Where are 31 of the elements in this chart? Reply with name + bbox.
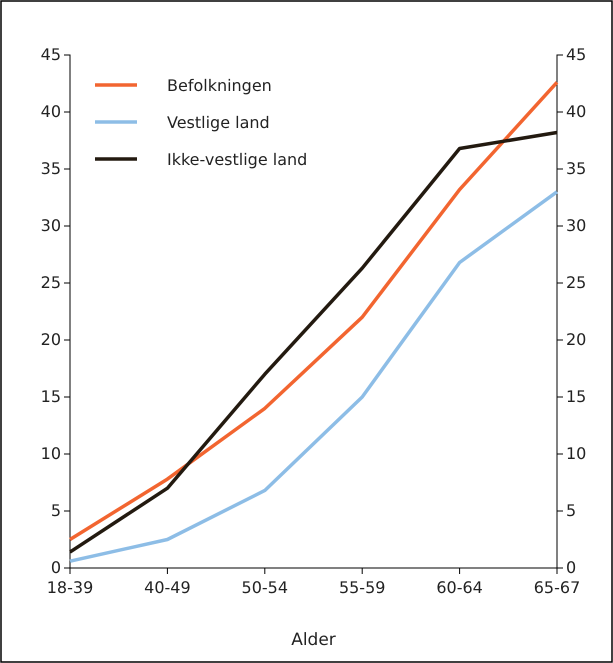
x-tick-label: 50-54 [242, 578, 288, 597]
line-series [68, 190, 559, 563]
y-tick-label: 0 [50, 558, 61, 578]
legend-label: Befolkningen [167, 76, 272, 95]
y2-tick-label: 25 [566, 273, 586, 292]
y2-tick-label: 20 [566, 330, 586, 350]
y2-tick-label: 30 [566, 216, 586, 236]
y-tick-label: 5 [50, 501, 61, 520]
y2-tick-label: 35 [566, 159, 586, 178]
y2-tick-label: 10 [566, 444, 586, 464]
x-tick-label: 55-59 [338, 578, 386, 597]
legend-label: Vestlige land [167, 113, 270, 132]
x-axis-title: Alder [291, 630, 336, 650]
y2-tick-label: 40 [566, 102, 586, 122]
y2-tick-label: 15 [566, 387, 586, 406]
y-tick-label: 25 [40, 273, 61, 292]
x-tick-label: 65-67 [534, 578, 580, 597]
y2-tick-label: 5 [566, 501, 576, 520]
y2-tick-label: 45 [566, 45, 586, 64]
legend-label: Ikke-vestlige land [167, 150, 308, 169]
x-tick-label: 18-39 [46, 578, 94, 597]
y-tick-label: 15 [40, 387, 61, 406]
y-tick-label: 40 [40, 102, 61, 122]
x-tick-label: 60-64 [436, 578, 483, 597]
y-tick-label: 30 [40, 216, 61, 236]
y-tick-label: 35 [40, 159, 61, 178]
y2-tick-label: 0 [566, 558, 576, 578]
y-tick-label: 45 [40, 45, 61, 64]
x-tick-label: 40-49 [144, 578, 191, 597]
y-tick-label: 10 [40, 444, 61, 464]
y-tick-label: 20 [40, 330, 61, 350]
